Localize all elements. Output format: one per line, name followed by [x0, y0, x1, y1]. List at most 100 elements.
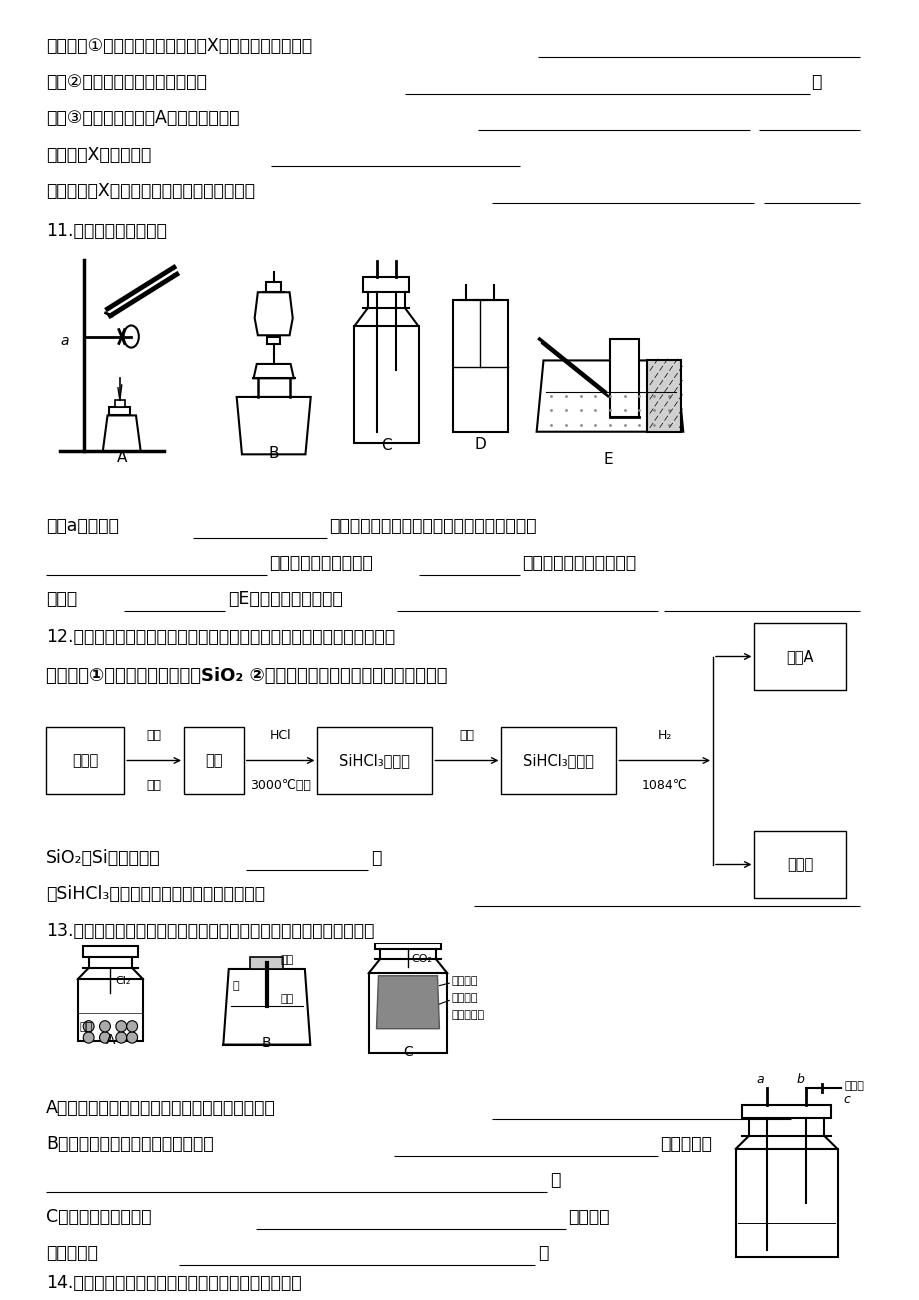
Polygon shape [536, 360, 683, 432]
Bar [83, 945, 138, 957]
Circle shape [127, 1032, 138, 1043]
Bar [735, 1149, 836, 1257]
Bar [609, 339, 639, 417]
Circle shape [116, 1032, 127, 1043]
Circle shape [83, 1032, 94, 1043]
Text: A: A [117, 450, 127, 465]
Circle shape [127, 1020, 138, 1032]
Polygon shape [255, 292, 292, 335]
Text: 物质A: 物质A [786, 649, 813, 664]
Polygon shape [223, 968, 310, 1045]
Bar [742, 1105, 830, 1118]
Bar [754, 831, 845, 898]
Text: 石英砂: 石英砂 [72, 753, 98, 768]
Text: SiHCl₃（纯）: SiHCl₃（纯） [523, 753, 594, 768]
Text: 反应的化: 反应的化 [568, 1208, 609, 1226]
Text: 木炭: 木炭 [80, 1022, 93, 1032]
Text: c: c [843, 1092, 849, 1105]
Text: 1084℃: 1084℃ [641, 779, 686, 792]
Bar [109, 407, 130, 416]
Text: E: E [603, 452, 612, 468]
Text: 12.高纯硅是信息产业最基础的原材料，制备高纯硅的主要生产过程如下：: 12.高纯硅是信息产业最基础的原材料，制备高纯硅的主要生产过程如下： [46, 628, 394, 646]
Bar [266, 282, 281, 293]
Text: D: D [474, 437, 485, 452]
Text: 。: 。 [550, 1171, 560, 1190]
Bar [369, 974, 447, 1053]
Text: 从SiHCl₃（纯）得到高纯硅的化学方程式是: 从SiHCl₃（纯）得到高纯硅的化学方程式是 [46, 885, 265, 903]
Text: 高温: 高温 [146, 779, 162, 792]
Polygon shape [236, 396, 311, 454]
Bar [115, 400, 124, 407]
Text: 或E，检验氧气的操作是: 或E，检验氧气的操作是 [228, 590, 343, 608]
Polygon shape [376, 976, 439, 1028]
Circle shape [99, 1032, 110, 1043]
Bar [501, 727, 616, 794]
Text: A: A [106, 1032, 115, 1046]
Bar [374, 942, 441, 949]
Text: b: b [795, 1072, 803, 1086]
Text: 白色固体X中的物质有: 白色固体X中的物质有 [46, 146, 151, 164]
Text: 3000℃以上: 3000℃以上 [250, 779, 311, 792]
Text: SiO₂中Si的化合价是: SiO₂中Si的化合价是 [46, 849, 161, 867]
Bar [250, 957, 283, 968]
Text: 步骤③中产生白色沉淀A的化学方程式是: 步骤③中产生白色沉淀A的化学方程式是 [46, 109, 239, 127]
Text: 装置是: 装置是 [46, 590, 77, 608]
Text: a: a [61, 334, 69, 347]
Bar [354, 326, 418, 442]
Text: H₂: H₂ [657, 729, 671, 742]
Text: 氯气: 氯气 [280, 994, 294, 1004]
Text: 根据步骤①实验现象确定白色固体X中一定没有的物质是: 根据步骤①实验现象确定白色固体X中一定没有的物质是 [46, 36, 312, 55]
Text: 11.根据下图回答问题。: 11.根据下图回答问题。 [46, 222, 166, 240]
Text: B中一段时间后，可观察到的现象是: B中一段时间后，可观察到的现象是 [46, 1135, 213, 1153]
Text: SiHCl₃（粗）: SiHCl₃（粗） [339, 753, 410, 768]
Text: 高纯硅: 高纯硅 [787, 857, 812, 872]
Polygon shape [254, 364, 293, 378]
Text: 。: 。 [538, 1244, 548, 1262]
Circle shape [99, 1020, 110, 1032]
Text: 一半干燥: 一半干燥 [450, 993, 477, 1002]
Text: 焦炭: 焦炭 [146, 729, 162, 742]
Text: 。: 。 [811, 73, 821, 91]
Text: 13.同学们做了有关物质性质的实验（如下图所示），回答下列问题。: 13.同学们做了有关物质性质的实验（如下图所示），回答下列问题。 [46, 922, 374, 940]
Text: ，所选用的发生装置是: ，所选用的发生装置是 [269, 554, 373, 572]
Text: 。实验室用高锰酸钾制取氧气的化学方程式是: 。实验室用高锰酸钾制取氧气的化学方程式是 [329, 517, 537, 536]
Text: C中可观察到的现象是: C中可观察到的现象是 [46, 1208, 152, 1226]
Text: 【资料】①石英砂的主要成分是SiO₂ ②生产过程中涉及到的反应均为置换反应: 【资料】①石英砂的主要成分是SiO₂ ②生产过程中涉及到的反应均为置换反应 [46, 667, 447, 685]
Text: 水: 水 [232, 982, 238, 992]
Text: 仪器a的名称是: 仪器a的名称是 [46, 517, 119, 536]
Text: 粗硅: 粗硅 [205, 753, 222, 768]
Bar [78, 979, 142, 1041]
Text: Cl₂: Cl₂ [116, 976, 131, 987]
Text: A中一段时间后，瓶内气体的黄绿色消失，原因是: A中一段时间后，瓶内气体的黄绿色消失，原因是 [46, 1098, 276, 1117]
Bar [452, 300, 507, 432]
Text: 步骤②中发生反应的化学方程式是: 步骤②中发生反应的化学方程式是 [46, 73, 207, 91]
Bar [646, 360, 681, 432]
Text: 精馏: 精馏 [459, 729, 474, 742]
Bar [267, 337, 279, 344]
Bar [46, 727, 124, 794]
Text: HCl: HCl [269, 729, 291, 742]
Bar [363, 277, 409, 292]
Text: 止水夹: 止水夹 [844, 1080, 863, 1091]
Text: 。: 。 [370, 849, 380, 867]
Text: 的石蕊小花: 的石蕊小花 [450, 1010, 483, 1020]
Circle shape [116, 1020, 127, 1032]
Text: 铁丝: 铁丝 [280, 954, 294, 965]
Text: 14.下图所示装置有多种用途，利用其进行相关实验。: 14.下图所示装置有多种用途，利用其进行相关实验。 [46, 1274, 301, 1292]
Text: 学方程式是: 学方程式是 [46, 1244, 97, 1262]
Bar [754, 623, 845, 690]
Text: CO₂: CO₂ [411, 953, 431, 963]
Circle shape [83, 1020, 94, 1032]
Polygon shape [103, 416, 141, 451]
Text: C: C [380, 438, 391, 454]
Text: 将白色固体X转化成氯化钠固体的实验方案是: 将白色固体X转化成氯化钠固体的实验方案是 [46, 182, 255, 200]
Text: a: a [756, 1072, 764, 1086]
Bar [317, 727, 432, 794]
Bar [184, 727, 244, 794]
Text: C: C [403, 1045, 413, 1060]
Text: B: B [262, 1036, 271, 1050]
Text: 一半湿润: 一半湿润 [450, 976, 477, 985]
Text: （填序号，下同），收集: （填序号，下同），收集 [522, 554, 636, 572]
Text: B: B [268, 446, 278, 462]
Text: ，其原因是: ，其原因是 [660, 1135, 711, 1153]
